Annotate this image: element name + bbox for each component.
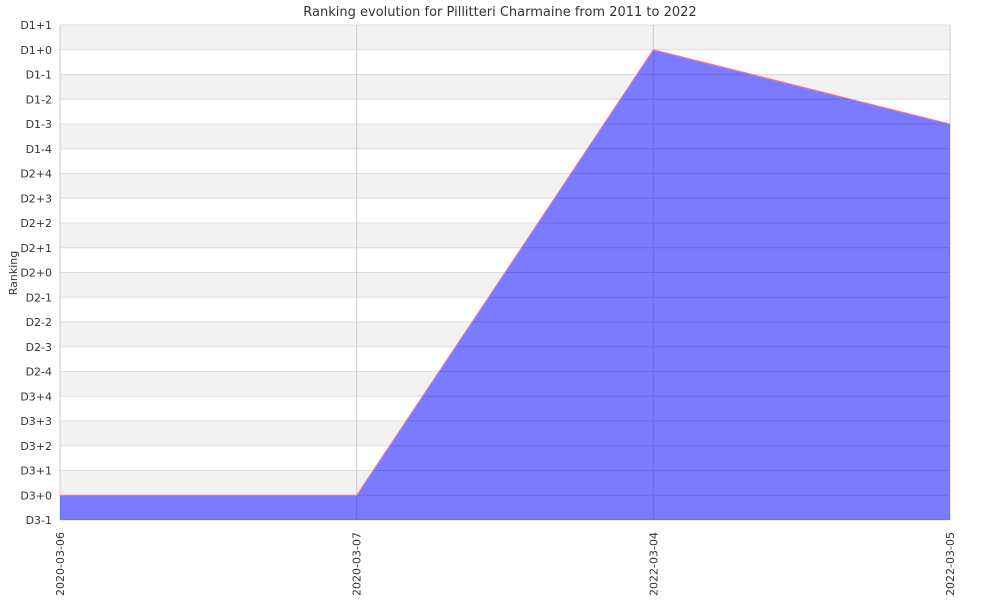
y-tick-label: D1+0: [20, 44, 52, 57]
y-tick-label: D1-3: [26, 118, 52, 131]
y-tick-label: D2-3: [26, 341, 52, 354]
y-tick-label: D2+2: [20, 217, 52, 230]
y-tick-label: D3+3: [20, 415, 52, 428]
data-point: [949, 123, 951, 125]
series-line: [60, 49, 951, 496]
y-tick-label: D2-2: [26, 316, 52, 329]
y-tick-label: D2+0: [20, 267, 52, 280]
y-tick-label: D2+4: [20, 168, 52, 181]
y-tick-label: D3+2: [20, 440, 52, 453]
y-tick-label: D2+1: [20, 242, 52, 255]
y-tick-label: D3+0: [20, 489, 52, 502]
y-tick-label: D3+4: [20, 390, 52, 403]
y-tick-label: D2-4: [26, 366, 52, 379]
data-point: [356, 494, 358, 496]
plot-band: [60, 49, 950, 75]
area-fill: [60, 49, 950, 520]
plot-band: [60, 25, 950, 50]
chart-title: Ranking evolution for Pillitteri Charmai…: [303, 5, 696, 20]
x-tick-label: 2020-03-06: [54, 532, 67, 596]
data-point: [652, 49, 654, 51]
x-tick-label: 2022-03-04: [647, 532, 660, 596]
x-tick-label: 2022-03-05: [944, 532, 957, 596]
y-tick-label: D3-1: [26, 514, 52, 527]
y-tick-label: D3+1: [20, 465, 52, 478]
y-tick-label: D1-2: [26, 93, 52, 106]
y-tick-label: D2+3: [20, 192, 52, 205]
data-point: [59, 494, 61, 496]
y-tick-label: D2-1: [26, 291, 52, 304]
y-axis-ticks: D3-1 D3+0 D3+1 D3+2 D3+3 D3+4 D2-4 D2-3 D2-2 D2-1…: [20, 19, 52, 527]
y-tick-label: D1-4: [26, 143, 52, 156]
y-tick-label: D1+1: [20, 19, 52, 32]
y-tick-label: D1-1: [26, 69, 52, 82]
x-axis-ticks: 2020-03-06 2020-03-07 2022-03-04 2022-03-05: [54, 532, 957, 596]
y-axis-label: Ranking: [7, 251, 20, 296]
x-tick-label: 2020-03-07: [351, 532, 364, 596]
